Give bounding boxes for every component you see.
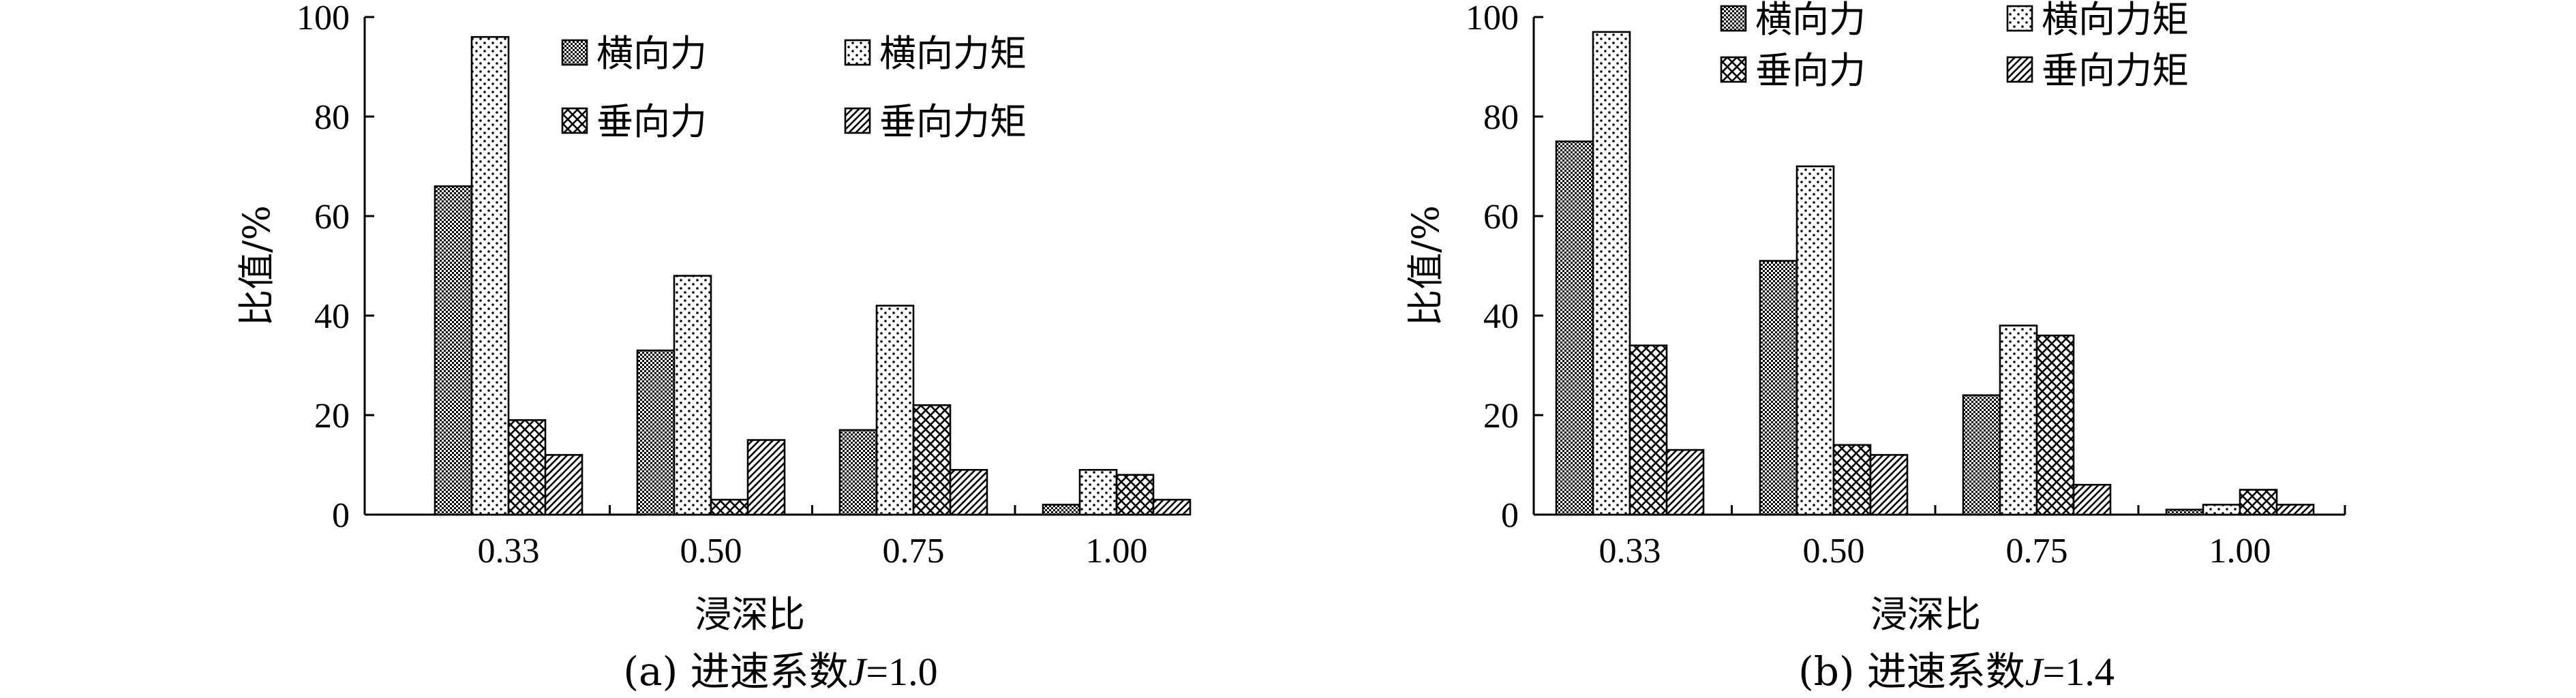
caption-suffix: =1.0 [866, 650, 937, 694]
legend-swatch [561, 39, 588, 66]
bar-diagonal-0.75 [2072, 483, 2112, 516]
caption-prefix: (a) 进速系数 [623, 648, 848, 695]
bar-dense-dots-1.00 [2165, 509, 2204, 516]
bar-diagonal-0.33 [1665, 449, 1705, 516]
x-tick-label: 0.33 [478, 532, 540, 571]
bar-crosshatch-1.00 [1115, 474, 1155, 516]
bar-dense-dots-0.33 [1555, 140, 1594, 516]
bar-dense-dots-0.75 [1962, 394, 2001, 516]
x-tick-label: 1.00 [2209, 532, 2271, 571]
x-axis-label: 浸深比 [695, 593, 805, 636]
legend-label: 垂向力矩 [2042, 49, 2189, 92]
y-tick-label: 100 [297, 0, 350, 37]
legend-label: 垂向力 [596, 100, 707, 143]
legend-swatch [1720, 5, 1747, 32]
x-tick-label: 0.75 [883, 532, 945, 571]
legend-label: 垂向力矩 [879, 100, 1027, 143]
legend-swatch [1720, 56, 1747, 83]
y-tick-label: 60 [1483, 198, 1519, 237]
bar-sparse-dots-0.75 [875, 305, 915, 516]
y-tick-label: 60 [314, 198, 350, 237]
legend-swatch [2006, 56, 2033, 83]
chart-panel-a: 比值/% 浸深比 (a) 进速系数J=1.0 0 20 40 60 80 100 0.33 0… [235, 0, 1192, 695]
y-tick-label: 40 [1483, 297, 1519, 336]
legend-swatch [844, 107, 871, 134]
bar-sparse-dots-0.33 [1592, 31, 1631, 516]
legend-label: 横向力 [596, 32, 707, 75]
bar-sparse-dots-1.00 [1078, 468, 1118, 516]
bar-crosshatch-0.50 [710, 498, 749, 516]
y-tick-label: 40 [314, 297, 350, 336]
x-tick-label: 0.75 [2006, 532, 2068, 571]
legend-label: 横向力 [1755, 0, 1866, 41]
y-axis-label: 比值/% [1404, 205, 1447, 327]
y-tick-label: 20 [1483, 397, 1519, 436]
bar-diagonal-1.00 [2275, 504, 2315, 516]
caption-variable: J [849, 650, 868, 694]
chart-caption: (b) 进速系数J=1.4 [1798, 648, 2115, 695]
bar-crosshatch-0.33 [1628, 344, 1668, 516]
caption-suffix: =1.4 [2043, 650, 2115, 694]
bar-crosshatch-0.50 [1832, 444, 1872, 516]
bar-diagonal-0.50 [746, 439, 786, 516]
bar-crosshatch-0.75 [912, 404, 952, 516]
bar-crosshatch-0.75 [2035, 334, 2075, 516]
bar-dense-dots-0.50 [636, 349, 676, 516]
x-tick-label: 0.50 [1803, 532, 1865, 571]
caption-prefix: (b) 进速系数 [1798, 648, 2025, 695]
bar-diagonal-0.75 [949, 468, 988, 516]
legend-swatch [2006, 5, 2033, 32]
chart-caption: (a) 进速系数J=1.0 [623, 648, 937, 695]
bar-sparse-dots-0.50 [673, 275, 712, 516]
chart-panel-b: 比值/% 浸深比 (b) 进速系数J=1.4 0 20 40 60 80 100 0.33 0… [1404, 0, 2346, 695]
bar-sparse-dots-0.50 [1795, 165, 1835, 516]
bar-diagonal-1.00 [1152, 498, 1192, 516]
bar-crosshatch-0.33 [507, 419, 547, 516]
bar-dense-dots-0.50 [1759, 260, 1798, 516]
bar-sparse-dots-1.00 [2202, 504, 2241, 516]
y-tick-label: 0 [1501, 496, 1519, 535]
bar-dense-dots-0.75 [838, 429, 878, 516]
legend-swatch [561, 107, 588, 134]
caption-variable: J [2025, 650, 2045, 694]
legend-swatch [844, 39, 871, 66]
bar-diagonal-0.33 [544, 454, 584, 516]
x-tick-label: 0.33 [1599, 532, 1661, 571]
x-axis-label: 浸深比 [1870, 593, 1981, 636]
y-tick-label: 0 [332, 496, 350, 535]
x-tick-label: 1.00 [1086, 532, 1148, 571]
bar-dense-dots-0.33 [434, 185, 473, 516]
y-tick-label: 80 [314, 98, 350, 137]
bar-sparse-dots-0.33 [470, 35, 510, 516]
bar-dense-dots-1.00 [1042, 504, 1081, 516]
legend-label: 横向力矩 [2042, 0, 2189, 41]
y-tick-label: 20 [314, 397, 350, 436]
legend-label: 横向力矩 [879, 32, 1027, 75]
bar-sparse-dots-0.75 [1999, 324, 2038, 516]
y-tick-label: 80 [1483, 98, 1519, 137]
y-tick-label: 100 [1466, 0, 1519, 37]
legend-label: 垂向力 [1755, 49, 1866, 92]
bar-diagonal-0.50 [1869, 454, 1909, 516]
bar-crosshatch-1.00 [2239, 489, 2278, 516]
x-tick-label: 0.50 [680, 532, 742, 571]
y-axis-label: 比值/% [235, 205, 278, 327]
